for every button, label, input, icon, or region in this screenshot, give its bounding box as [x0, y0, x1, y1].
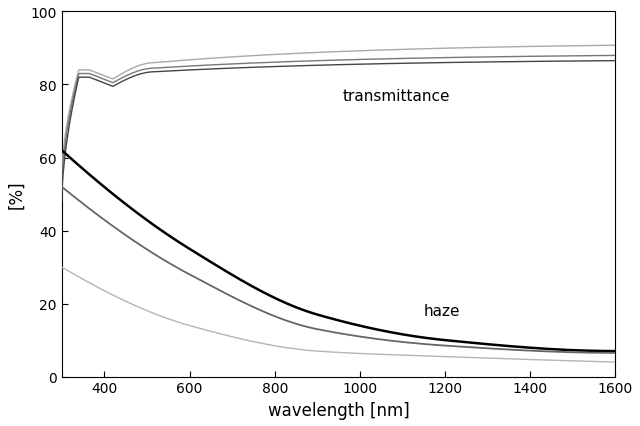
Text: transmittance: transmittance: [343, 89, 451, 104]
X-axis label: wavelength [nm]: wavelength [nm]: [268, 401, 410, 419]
Text: haze: haze: [424, 304, 460, 319]
Y-axis label: [%]: [%]: [7, 180, 25, 209]
